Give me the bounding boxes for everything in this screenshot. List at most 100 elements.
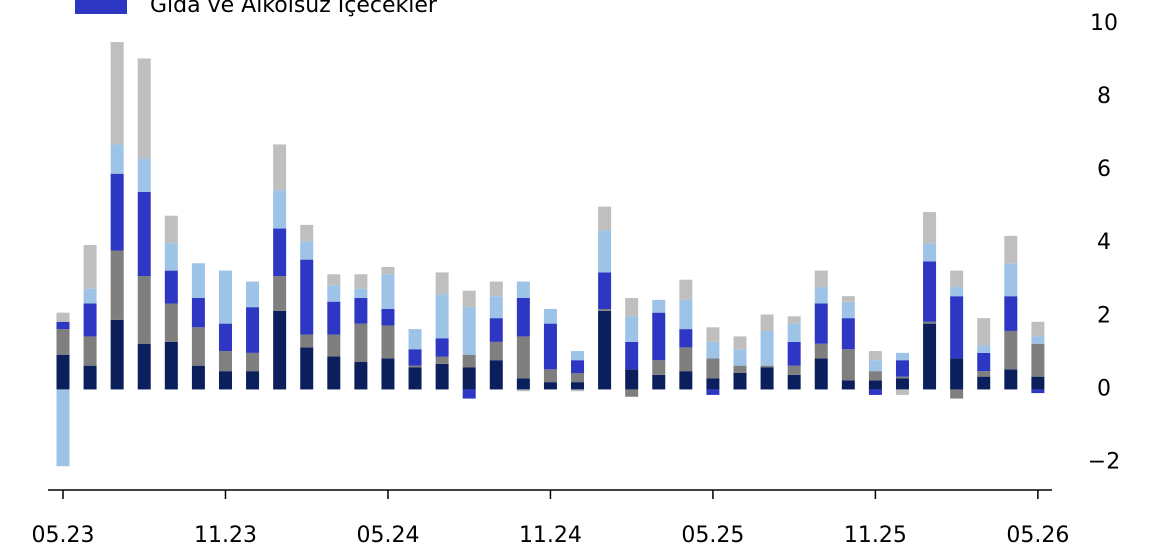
bar-segment (83, 303, 97, 337)
bar-segment (977, 318, 991, 346)
bar-segment (327, 301, 341, 335)
bar-segment (841, 318, 855, 350)
bar-segment (300, 334, 314, 348)
bar-segment (381, 266, 395, 275)
bar-segment (625, 341, 639, 370)
bar-segment (733, 372, 747, 390)
bar-segment (950, 287, 964, 297)
bar-segment (137, 343, 151, 390)
bar-segment (706, 389, 720, 395)
y-tick-label: 4 (1097, 230, 1111, 255)
bar-segment (327, 274, 341, 286)
bar-segment (543, 308, 557, 324)
bar-segment (489, 341, 503, 361)
bar-segment (137, 159, 151, 192)
bar-segment (598, 308, 612, 311)
legend-swatch (75, 0, 127, 14)
bar-segment (571, 360, 585, 373)
bar-segment (814, 303, 828, 344)
bar-segment (787, 365, 801, 375)
bar-segment (273, 190, 287, 229)
bar-segment (841, 296, 855, 302)
y-tick-label: 8 (1097, 84, 1111, 109)
y-tick-label: 10 (1090, 11, 1118, 36)
bar-segment (327, 334, 341, 357)
bar-segment (56, 389, 70, 467)
bar-segment (679, 279, 693, 300)
bar-segment (83, 288, 97, 304)
bar-segment (246, 281, 260, 308)
bar-segment (273, 276, 287, 311)
x-tick-label: 11.25 (844, 523, 907, 548)
y-tick-label: −2 (1088, 450, 1120, 475)
bar-segment (733, 349, 747, 366)
bar-segment (516, 281, 530, 299)
bar-segment (435, 356, 449, 364)
bar-segment (164, 243, 178, 271)
bar-segment (814, 358, 828, 390)
bar-segment (435, 363, 449, 390)
bar-segment (679, 299, 693, 330)
bar-segment (83, 245, 97, 289)
bar-segment (354, 288, 368, 299)
bar-segment (868, 371, 882, 381)
bar-segment (923, 212, 937, 244)
bar-segment (787, 316, 801, 324)
bar-segment (408, 329, 422, 350)
bar-segment (598, 272, 612, 309)
bar-segment (652, 312, 666, 361)
bar-segment (1004, 330, 1018, 370)
bar-segment (300, 347, 314, 390)
bar-segment (1004, 296, 1018, 331)
bar-segment (489, 360, 503, 390)
bar-segment (300, 259, 314, 335)
bar-segment (56, 329, 70, 355)
bar-segment (137, 276, 151, 344)
bar-segment (814, 343, 828, 359)
bar-segment (462, 354, 476, 368)
bar-segment (1031, 343, 1045, 377)
bar-segment (923, 261, 937, 322)
bar-segment (841, 301, 855, 319)
bar-segment (489, 296, 503, 319)
y-tick-label: 2 (1097, 303, 1111, 328)
bar-segment (489, 281, 503, 297)
bar-segment (625, 369, 639, 390)
x-tick-label: 05.23 (32, 523, 95, 548)
bar-segment (1031, 321, 1045, 337)
bar-segment (679, 347, 693, 372)
bar-segment (571, 351, 585, 361)
bar-segment (462, 290, 476, 308)
bar-segment (977, 371, 991, 377)
bar-segment (571, 382, 585, 390)
bar-segment (381, 274, 395, 309)
bar-segment (787, 374, 801, 390)
bar-segment (598, 230, 612, 273)
bar-segment (191, 298, 205, 328)
bar-segment (706, 378, 720, 390)
bar-segment (977, 345, 991, 353)
bar-segment (571, 372, 585, 383)
bar-segment (246, 371, 260, 390)
bar-segment (895, 360, 909, 377)
bar-segment (679, 371, 693, 390)
bar-segment (354, 323, 368, 363)
legend-label: Gıda ve Alkolsüz İçecekler (150, 0, 438, 18)
bar-segment (381, 308, 395, 326)
bar-segment (462, 389, 476, 399)
bar-segment (706, 327, 720, 342)
bar-segment (327, 285, 341, 302)
bar-segment (733, 336, 747, 350)
bar-segment (300, 241, 314, 260)
bar-segment (191, 327, 205, 366)
bar-segment (1004, 263, 1018, 297)
bar-segment (381, 325, 395, 359)
bar-segment (1031, 376, 1045, 390)
bar-segment (895, 376, 909, 379)
bar-segment (543, 382, 557, 390)
bar-segment (571, 389, 585, 392)
bar-segment (354, 298, 368, 324)
bar-segment (814, 287, 828, 304)
bar-segment (273, 144, 287, 191)
